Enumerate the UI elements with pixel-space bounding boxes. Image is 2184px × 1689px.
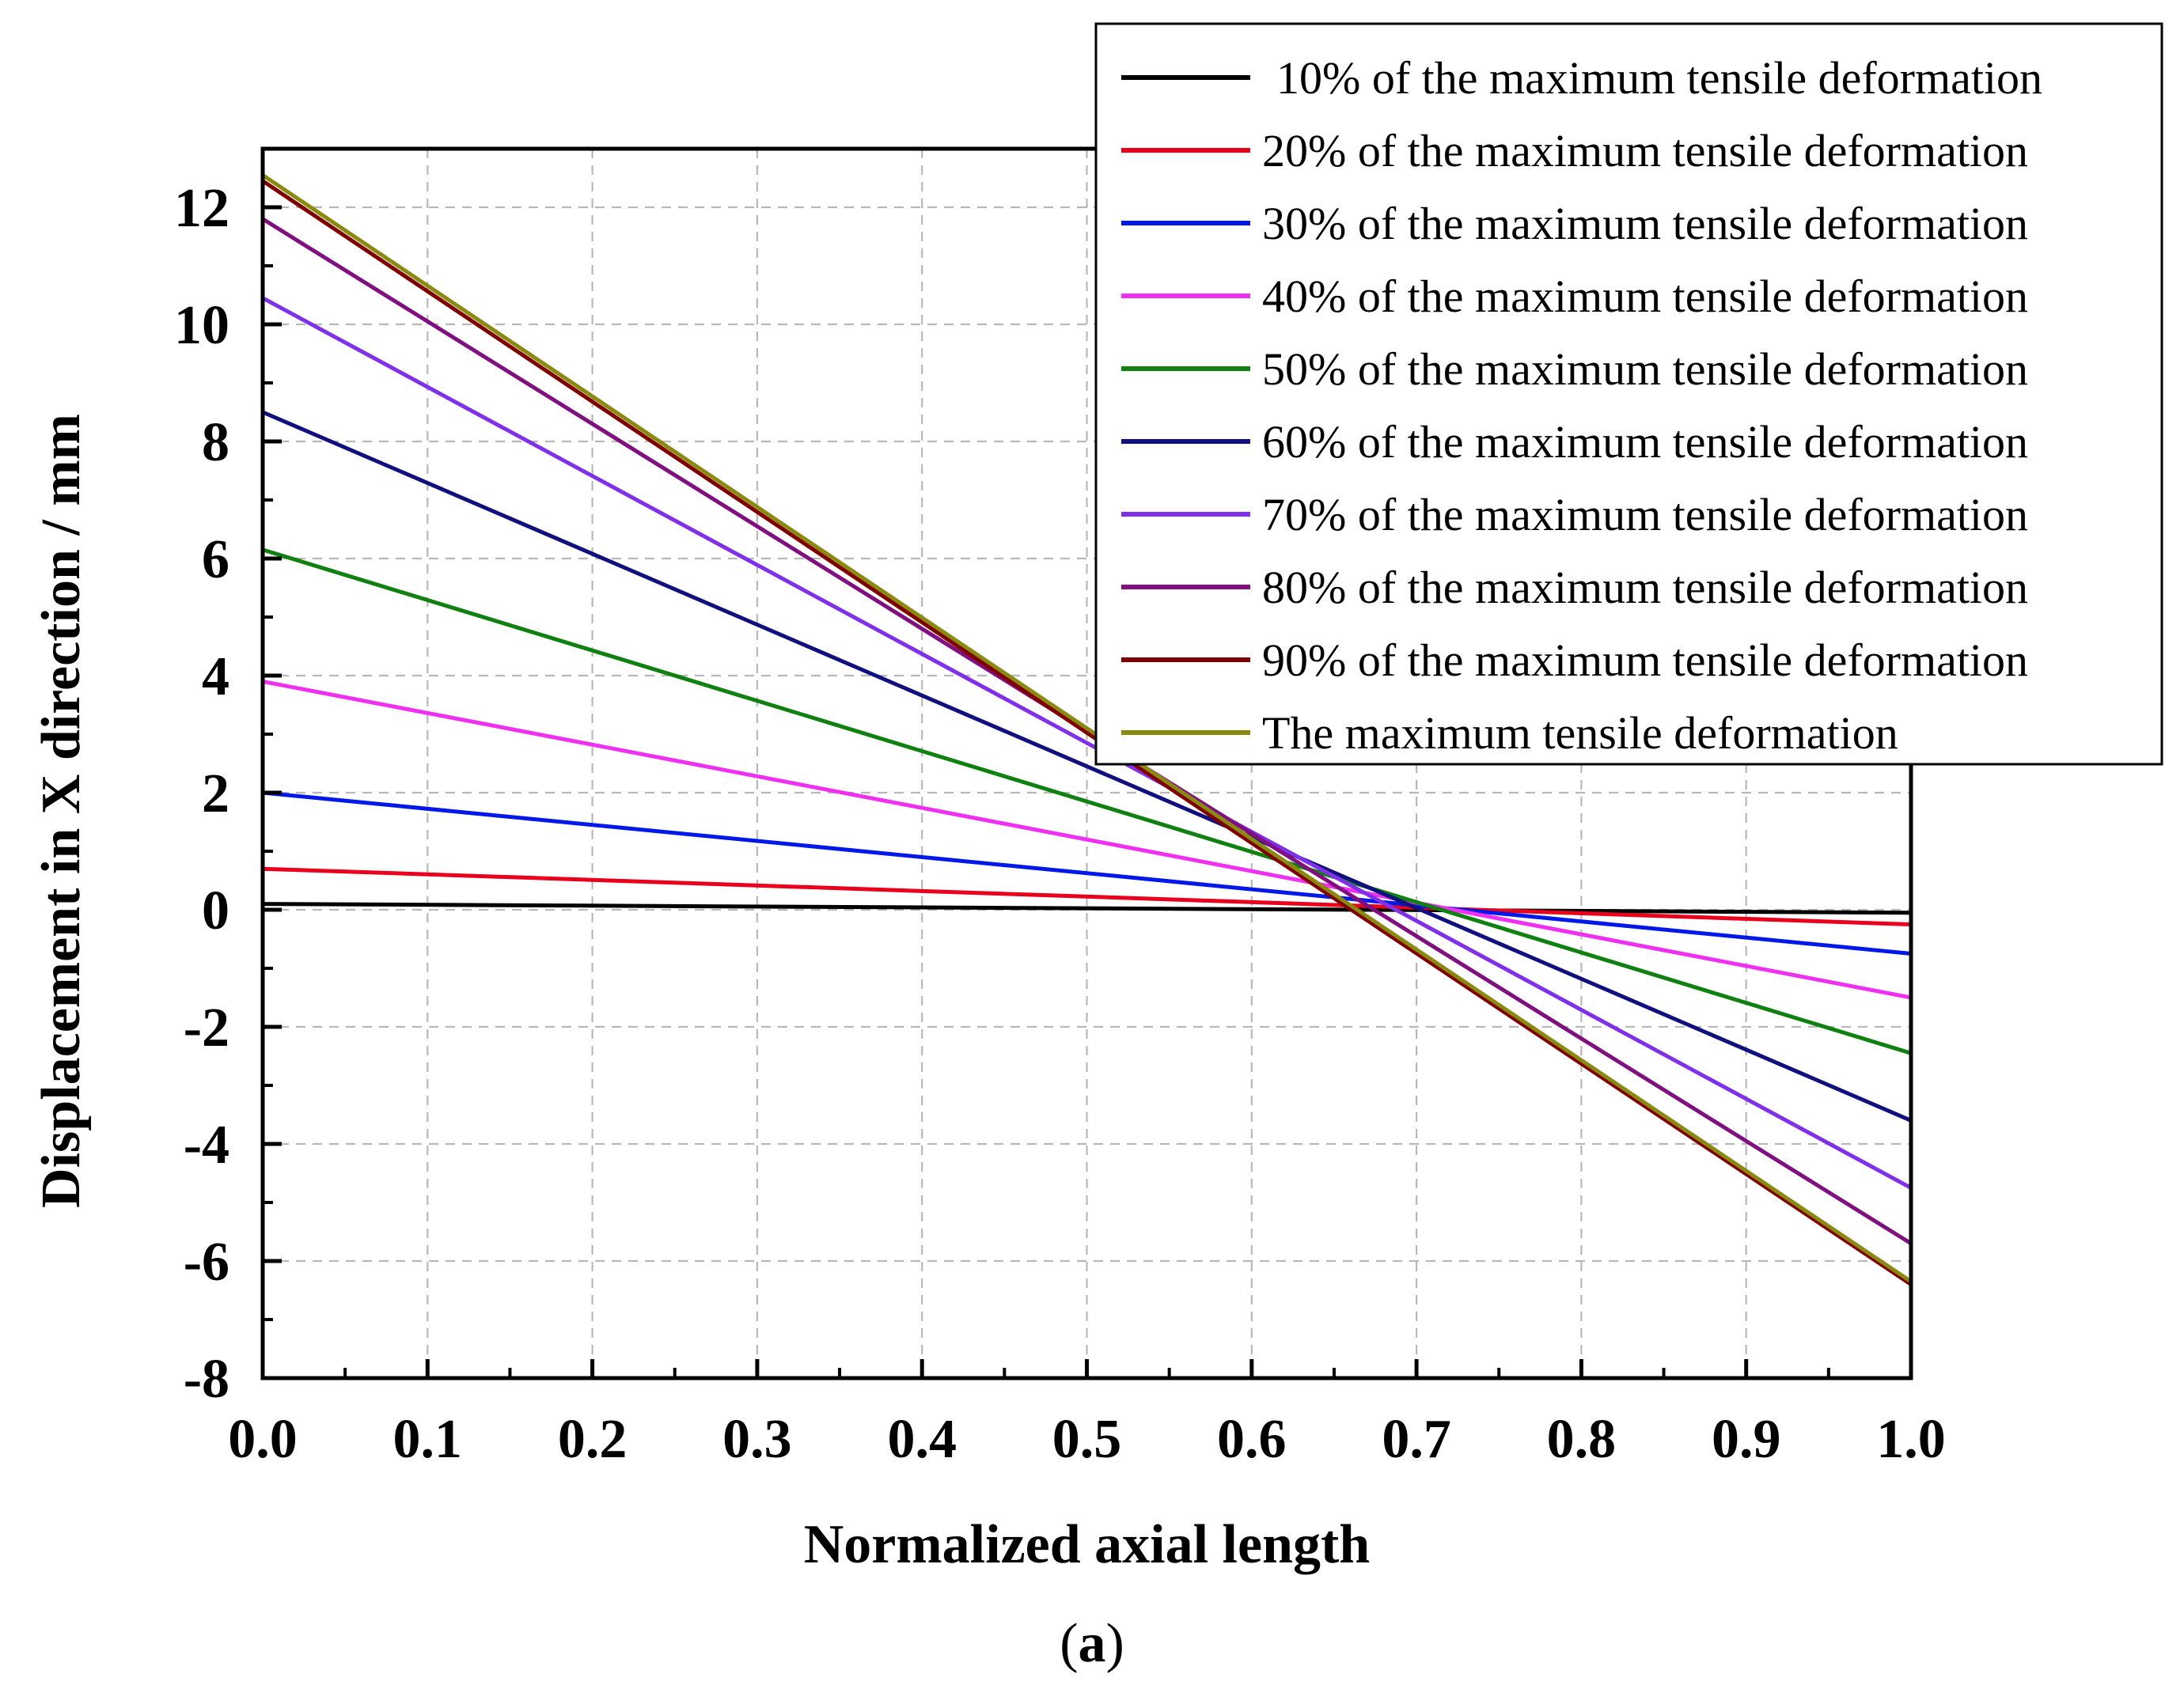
series-line-10 [261, 173, 1913, 1283]
x-tick-label: 0.2 [558, 1409, 628, 1470]
x-tick-label: 0.9 [1712, 1409, 1781, 1470]
series-line-7 [261, 296, 1913, 1190]
y-tick-label: -4 [184, 1115, 229, 1176]
legend-label: 30% of the maximum tensile deformation [1262, 198, 2028, 249]
x-tick-label: 0.1 [393, 1409, 463, 1470]
x-axis-title: Normalized axial length [804, 1514, 1370, 1575]
x-tick-label: 0.4 [887, 1409, 957, 1470]
y-tick-label: 8 [202, 412, 229, 473]
series-line-2 [262, 866, 1912, 926]
series-line-6 [262, 410, 1912, 1123]
x-tick-label: 0.8 [1547, 1409, 1617, 1470]
y-tick-label: 6 [202, 529, 229, 590]
legend-label: The maximum tensile deformation [1262, 707, 1898, 759]
legend-label: 20% of the maximum tensile deformation [1262, 125, 2028, 176]
legend-label: 90% of the maximum tensile deformation [1262, 634, 2028, 686]
legend-label: 80% of the maximum tensile deformation [1262, 562, 2028, 613]
y-tick-label: 4 [202, 646, 229, 707]
legend-label: 60% of the maximum tensile deformation [1262, 416, 2028, 468]
series-line-1 [262, 902, 1912, 915]
x-tick-label: 0.3 [722, 1409, 792, 1470]
legend-label: 40% of the maximum tensile deformation [1262, 271, 2028, 322]
legend-box [1094, 22, 2163, 766]
series-line-3 [262, 790, 1912, 956]
y-tick-label: 0 [202, 880, 229, 941]
y-tick-label: 2 [202, 763, 229, 824]
caption-letter: a [1079, 1613, 1106, 1674]
legend-label: 50% of the maximum tensile deformation [1262, 343, 2028, 395]
y-axis-title: Displacement in X direction / mm [31, 414, 92, 1208]
y-tick-label: -2 [184, 998, 229, 1058]
y-tick-label: -8 [184, 1349, 229, 1410]
x-tick-label: 0.0 [228, 1409, 298, 1470]
y-axis-ticks: -8 -6 -4 -2 0 2 4 6 8 10 12 [174, 178, 282, 1410]
x-tick-label: 0.5 [1052, 1409, 1122, 1470]
y-tick-label: 10 [174, 295, 229, 356]
legend-label: 10% of the maximum tensile deformation [1276, 52, 2042, 104]
series-line-5 [262, 547, 1912, 1055]
x-tick-label: 1.0 [1876, 1409, 1946, 1470]
series-line-4 [262, 679, 1912, 1000]
caption-close: ) [1106, 1613, 1124, 1674]
legend-label: 70% of the maximum tensile deformation [1262, 489, 2028, 540]
series-line-9 [261, 179, 1913, 1286]
x-axis-ticks: 0.0 0.1 0.2 0.3 0.4 0.5 0.6 0.7 0.8 0.9 1.0 [228, 1359, 1946, 1470]
figure-caption: (a) [1060, 1613, 1124, 1674]
caption-open: ( [1060, 1613, 1078, 1674]
legend: 10% of the maximum tensile deformation 20… [1094, 22, 2163, 766]
y-tick-label: -6 [184, 1232, 229, 1293]
x-tick-label: 0.7 [1382, 1409, 1451, 1470]
x-tick-label: 0.6 [1217, 1409, 1287, 1470]
series-lines [261, 173, 1913, 1286]
y-tick-label: 12 [174, 178, 229, 239]
